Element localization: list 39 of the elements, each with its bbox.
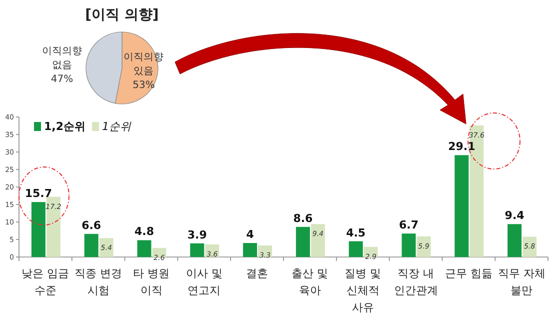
- data-label: 6.6: [82, 218, 102, 232]
- x-tick-label: 결혼: [246, 267, 268, 280]
- bar: [243, 243, 258, 257]
- bar: [137, 240, 152, 257]
- x-tick-label: 이사 및 연고지: [186, 267, 222, 297]
- chart-title: [이직 의향]: [85, 7, 159, 23]
- bar: [190, 243, 204, 257]
- data-label: 8.6: [293, 212, 314, 225]
- bar: [296, 226, 310, 257]
- bar: [84, 234, 98, 257]
- bar: [348, 241, 363, 257]
- x-tick-label: 직장 내 인간관계: [394, 267, 438, 297]
- data-label: 9.4: [504, 209, 525, 222]
- bar: [402, 234, 416, 257]
- legend-label: 1순위: [102, 120, 132, 133]
- data-label: 3.9: [187, 228, 207, 242]
- bar: [310, 224, 325, 257]
- bar: [454, 155, 469, 257]
- data-label: 6.7: [399, 218, 418, 232]
- data-label: 15.7: [24, 187, 52, 200]
- data-label: 4.5: [346, 226, 366, 240]
- x-tick-label: 낮은 임금 수준: [22, 267, 70, 297]
- slice-label: 이직의향 없음: [42, 46, 82, 71]
- bar: [508, 224, 522, 257]
- x-tick-label: 질병 및 신체적 사유: [344, 267, 382, 314]
- bar: [99, 238, 114, 257]
- bar: [46, 196, 60, 257]
- data-label: 29.1: [448, 140, 476, 154]
- x-tick-label: 출산 및 육아: [292, 267, 328, 297]
- bar: [31, 202, 46, 257]
- x-tick-label: 직무 자체 불만: [498, 267, 546, 297]
- x-tick-label: 타 병원 이직: [133, 267, 170, 297]
- data-label: 4.8: [134, 225, 154, 238]
- data-label: 53%: [132, 80, 155, 91]
- legend-label: 1,2순위: [44, 120, 86, 133]
- data-label: 47%: [50, 74, 74, 85]
- x-tick-label: 근무 힘듦: [444, 267, 492, 280]
- x-tick-label: 직종 변경 시험: [74, 267, 122, 297]
- data-label: 4: [246, 228, 254, 241]
